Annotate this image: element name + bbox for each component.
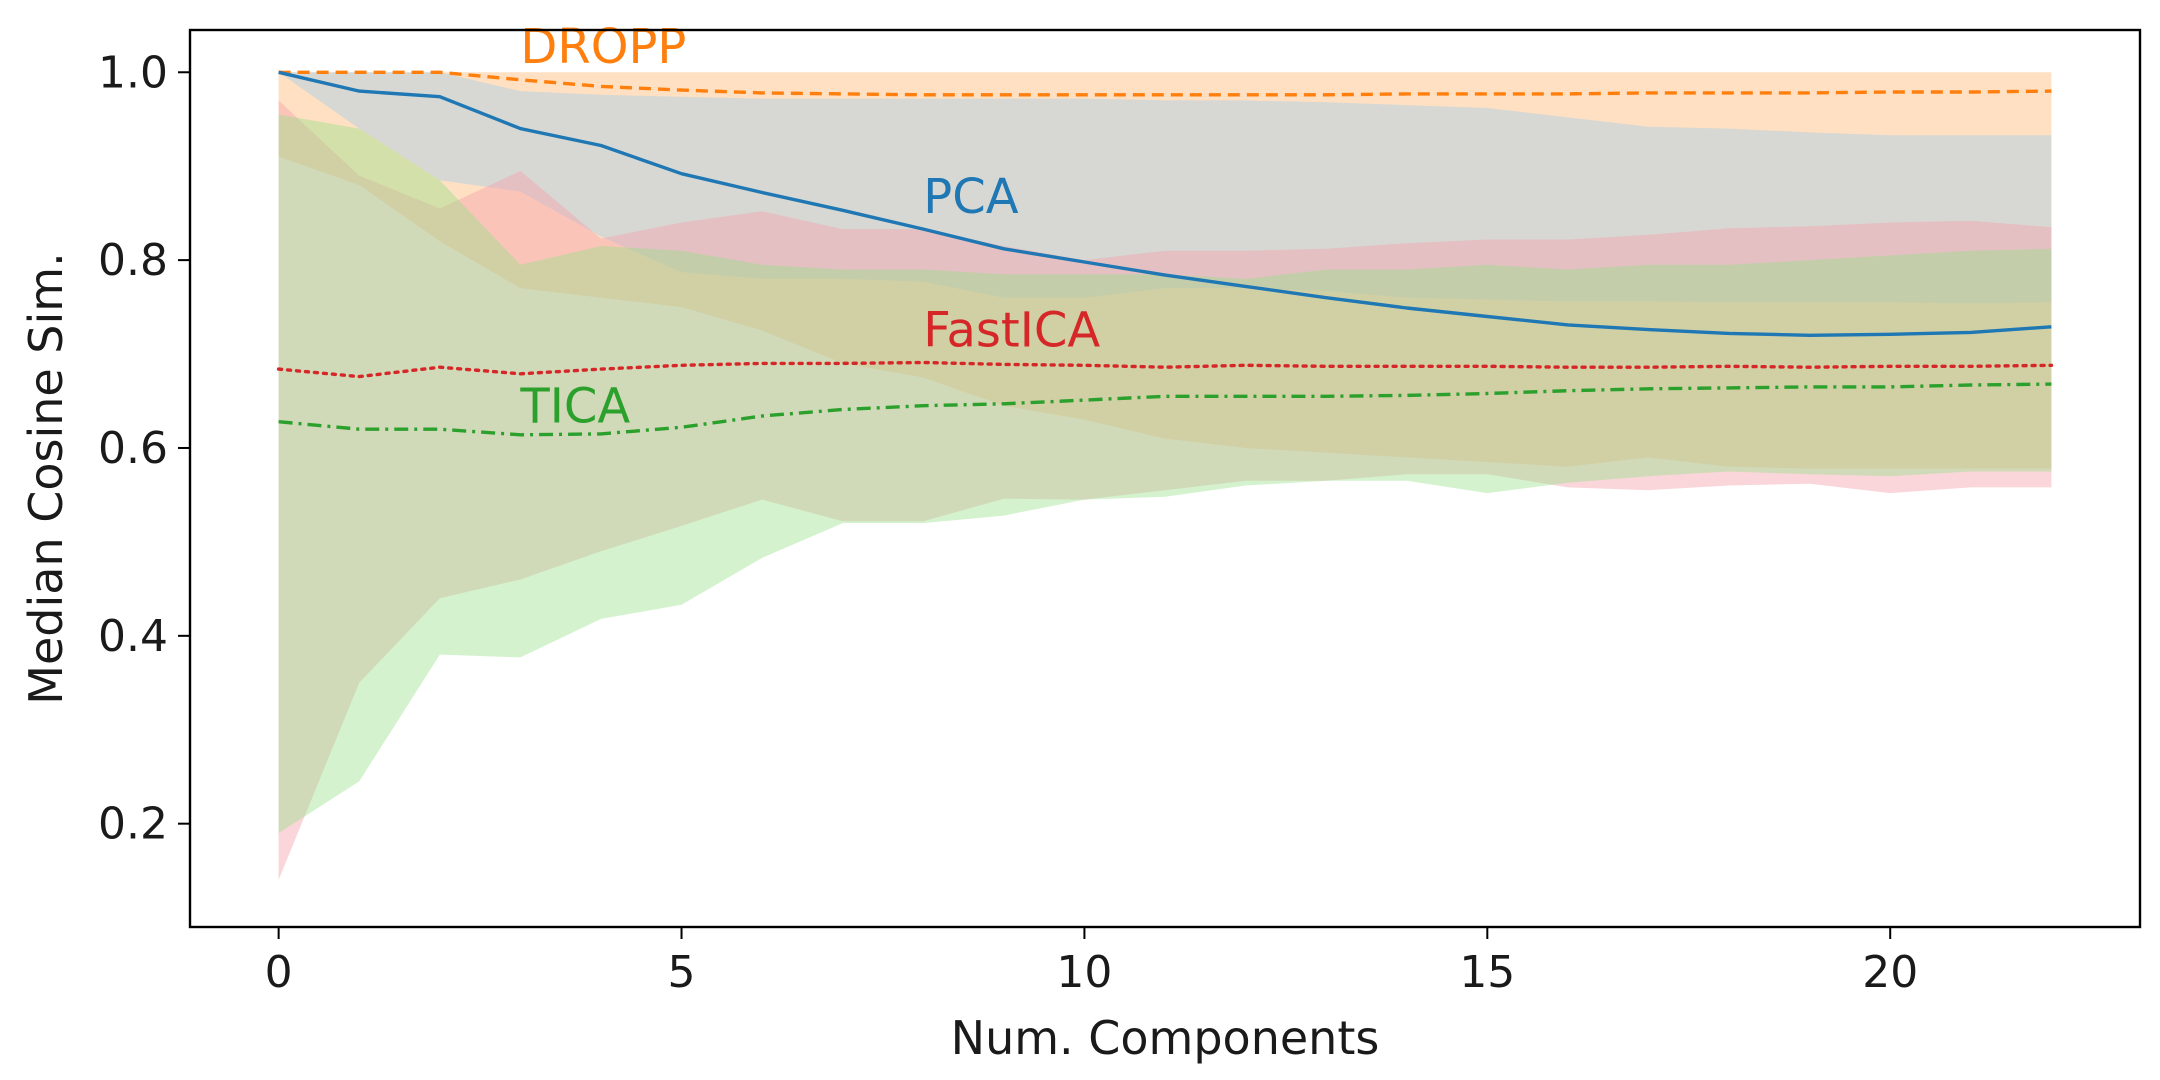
y-tick-label: 0.8	[98, 235, 168, 286]
y-tick-label: 1.0	[98, 47, 168, 98]
x-tick-label: 5	[668, 947, 696, 998]
plot-frame	[188, 28, 2142, 929]
y-tick-label: 0.2	[98, 799, 168, 850]
x-tick-label: 15	[1459, 947, 1515, 998]
x-axis-label: Num. Components	[951, 1011, 1380, 1065]
tica-band	[278, 114, 2052, 834]
fastica-series-label: FastICA	[923, 303, 1100, 359]
pca-line	[278, 70, 2052, 337]
x-tick-label: 10	[1056, 947, 1112, 998]
series-lines	[276, 70, 2054, 437]
x-axis-ticks: 0 5 10 15 20	[265, 927, 1918, 998]
x-tick-label: 20	[1862, 947, 1918, 998]
y-tick-label: 0.6	[98, 423, 168, 474]
pca-series-label: PCA	[923, 169, 1018, 225]
confidence-bands	[278, 72, 2052, 880]
y-axis-ticks: 0.2 0.4 0.6 0.8 1.0	[98, 47, 190, 850]
dropp-band	[278, 72, 2052, 469]
pca-band	[278, 72, 2052, 304]
fastica-band	[278, 100, 2052, 880]
fastica-line	[276, 360, 2054, 379]
tica-line	[278, 382, 2052, 437]
y-axis-label: Median Cosine Sim.	[19, 252, 73, 704]
y-tick-label: 0.4	[98, 611, 168, 662]
tica-series-label: TICA	[519, 379, 630, 435]
series-labels: DROPP PCA FastICA TICA	[519, 19, 1100, 435]
dropp-series-label: DROPP	[520, 19, 686, 75]
x-tick-label: 0	[265, 947, 293, 998]
dropp-line	[278, 70, 2052, 97]
